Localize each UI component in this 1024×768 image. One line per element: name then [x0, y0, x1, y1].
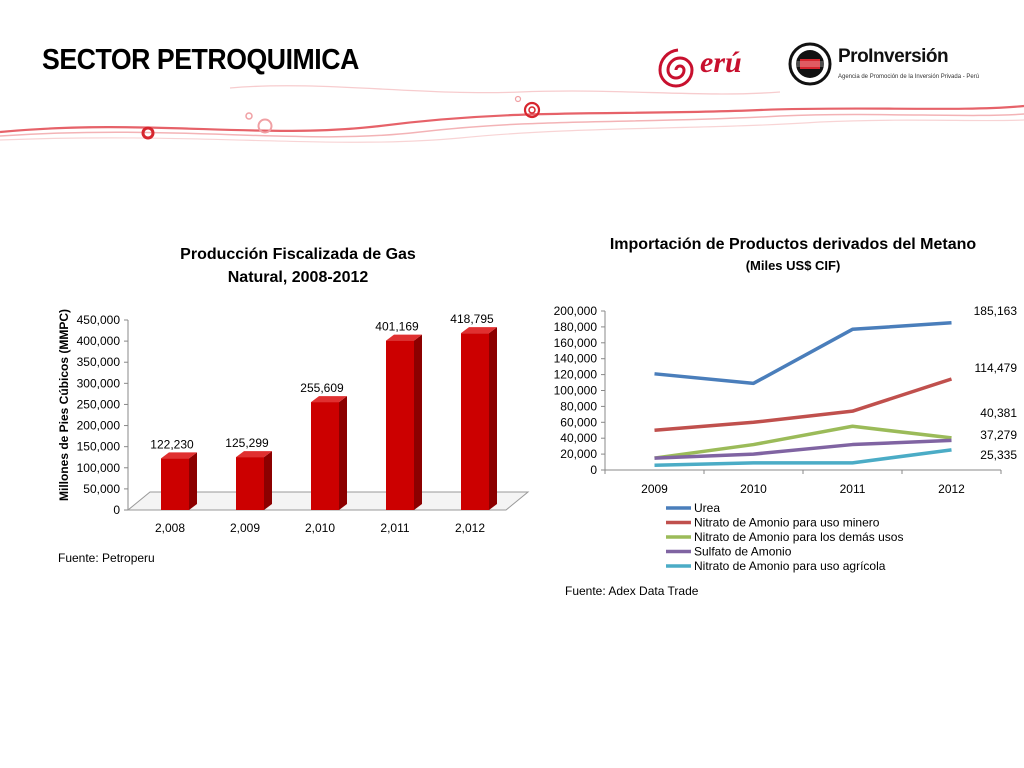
bar-data-label: 418,795	[450, 312, 494, 326]
bar-chart-y-tick-label: 400,000	[77, 334, 121, 348]
bar-chart-y-tick-label: 100,000	[77, 461, 121, 475]
bar-top	[311, 396, 347, 403]
bar	[311, 396, 347, 510]
proinversion-logo-name: ProInversión	[838, 46, 949, 67]
line-chart-y-tick-label: 140,000	[554, 352, 598, 366]
legend-entry: Nitrato de Amonio para los demás usos	[694, 530, 903, 544]
line-chart-y-tick-label: 120,000	[554, 368, 598, 382]
bar-data-label: 255,609	[300, 381, 344, 395]
series-end-label: 37,279	[980, 428, 1017, 442]
bar-side	[189, 452, 197, 510]
bar-chart-x-tick-label: 2,010	[305, 521, 335, 535]
bar-top	[461, 327, 497, 334]
bar-chart-x-tick-label: 2,008	[155, 521, 185, 535]
bar	[461, 327, 497, 510]
line-chart-x-tick-label: 2011	[840, 482, 866, 496]
bar-chart-y-tick-label: 50,000	[83, 482, 120, 496]
line-chart-x-tick-label: 2012	[938, 482, 965, 496]
legend-entry: Nitrato de Amonio para uso minero	[694, 516, 880, 530]
bar-front	[311, 402, 339, 510]
line-chart-y-tick-label: 200,000	[554, 304, 598, 318]
peru-logo-text: erú	[700, 46, 742, 79]
line-chart-y-tick-label: 80,000	[560, 399, 597, 413]
bar-chart-title-line-2: Natural, 2008-2012	[228, 269, 369, 286]
line-chart-y-tick-label: 40,000	[560, 431, 597, 445]
peru-spiral-icon	[658, 48, 694, 88]
line-chart-y-tick-label: 180,000	[554, 320, 598, 334]
proinversion-logo-tagline: Agencia de Promoción de la Inversión Pri…	[838, 74, 980, 80]
bar-front	[161, 458, 189, 510]
bar	[161, 452, 197, 510]
bar-chart-x-tick-label: 2,011	[380, 521, 409, 535]
line-chart-source: Fuente: Adex Data Trade	[565, 584, 699, 598]
series-line	[654, 424, 952, 460]
bar-side	[264, 451, 272, 510]
bar-data-label: 125,299	[225, 436, 269, 450]
bar-side	[414, 334, 422, 510]
bar-front	[236, 457, 264, 510]
line-chart-subtitle: (Miles US$ CIF)	[746, 258, 841, 273]
series-end-label: 25,335	[980, 448, 1017, 462]
bar-front	[461, 333, 489, 510]
bar-chart-y-tick-label: 150,000	[77, 440, 121, 454]
bar-chart-x-tick-label: 2,012	[455, 521, 485, 535]
line-chart-y-tick-label: 60,000	[560, 415, 597, 429]
bar-chart-y-tick-label: 200,000	[77, 419, 121, 433]
legend-entry: Nitrato de Amonio para uso agrícola	[694, 559, 886, 573]
series-end-label: 114,479	[975, 361, 1018, 375]
line-chart-y-tick-label: 20,000	[560, 447, 597, 461]
bar-chart-x-tick-label: 2,009	[230, 521, 260, 535]
series-end-label: 185,163	[974, 304, 1018, 318]
decorative-swoosh	[0, 85, 1024, 143]
series-line	[654, 438, 952, 460]
bar-chart-y-axis-label: Millones de Pies Cúbicos (MMPC)	[57, 309, 71, 501]
legend-entry: Urea	[694, 501, 720, 515]
line-chart-y-tick-label: 0	[590, 463, 597, 477]
bar-chart-y-tick-label: 0	[113, 503, 120, 517]
bar-chart-title-line-1: Producción Fiscalizada de Gas	[180, 246, 416, 263]
bar-chart-y-tick-label: 300,000	[77, 376, 121, 390]
series-line	[654, 448, 952, 467]
bar-data-label: 401,169	[375, 320, 419, 334]
line-chart-x-tick-label: 2010	[740, 482, 767, 496]
line-chart-y-tick-label: 160,000	[554, 336, 598, 350]
methane-imports-line-chart: Importación de Productos derivados del M…	[554, 236, 1018, 573]
bar-side	[489, 327, 497, 510]
line-chart-x-tick-label: 2009	[641, 482, 668, 496]
bar-chart-y-tick-label: 250,000	[77, 397, 121, 411]
bar	[386, 334, 422, 510]
bar-side	[339, 396, 347, 510]
bar-chart-y-tick-label: 350,000	[77, 355, 121, 369]
bar-top	[161, 452, 197, 459]
legend-entry: Sulfato de Amonio	[694, 545, 792, 559]
bar-front	[386, 340, 414, 510]
gas-production-bar-chart: Producción Fiscalizada de Gas Natural, 2…	[57, 246, 530, 535]
bar	[236, 451, 272, 510]
bar-chart-source: Fuente: Petroperu	[58, 551, 155, 565]
bar-chart-y-tick-label: 450,000	[77, 313, 121, 327]
page-title: SECTOR PETROQUIMICA	[42, 44, 359, 76]
line-chart-title: Importación de Productos derivados del M…	[610, 236, 977, 253]
series-line	[654, 377, 953, 432]
line-chart-y-tick-label: 100,000	[554, 384, 598, 398]
bar-top	[236, 451, 272, 458]
proinversion-emblem-icon	[788, 42, 832, 86]
bar-data-label: 122,230	[150, 437, 194, 451]
series-end-label: 40,381	[980, 406, 1017, 420]
series-line	[654, 321, 952, 386]
bar-top	[386, 334, 422, 341]
